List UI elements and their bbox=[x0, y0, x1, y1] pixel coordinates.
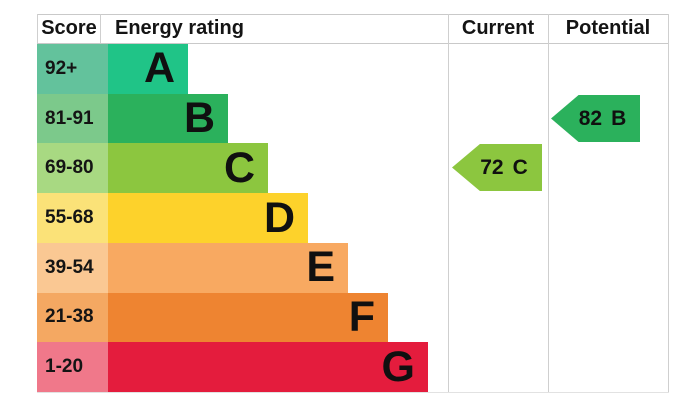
current-score-value: 72 bbox=[480, 155, 504, 179]
score-column-header: Score bbox=[41, 17, 97, 39]
band-letter-g: G bbox=[381, 342, 415, 391]
band-row-a: 92+ A bbox=[37, 44, 637, 94]
band-bar-d: D bbox=[108, 193, 308, 243]
score-column-divider bbox=[100, 14, 101, 43]
band-letter-c: C bbox=[223, 143, 255, 192]
band-letter-f: F bbox=[348, 292, 375, 341]
band-bar-f: F bbox=[108, 292, 388, 343]
band-letter-d: D bbox=[263, 193, 295, 242]
band-letter-b: B bbox=[183, 94, 215, 143]
score-range-g: 1-20 bbox=[37, 342, 108, 393]
current-column-divider bbox=[448, 14, 449, 392]
band-rows: 92+ A 81-91 B 69-80 C 55-68 D 39-54 bbox=[37, 44, 637, 393]
band-bar-a: A bbox=[108, 44, 188, 94]
score-range-b: 81-91 bbox=[37, 93, 108, 144]
current-column-header: Current bbox=[461, 17, 535, 39]
band-bar-g: G bbox=[108, 342, 428, 393]
band-letter-a: A bbox=[143, 44, 175, 93]
energy-rating-column-header: Energy rating bbox=[115, 17, 244, 39]
band-row-e: 39-54 E bbox=[37, 242, 637, 293]
band-row-c: 69-80 C bbox=[37, 143, 637, 194]
potential-column-divider bbox=[548, 14, 549, 392]
potential-score-value: 82 bbox=[578, 106, 603, 130]
score-range-c: 69-80 bbox=[37, 143, 108, 194]
score-range-f: 21-38 bbox=[37, 292, 108, 343]
score-range-e: 39-54 bbox=[37, 242, 108, 293]
header-bottom-border bbox=[37, 43, 669, 44]
band-row-d: 55-68 D bbox=[37, 193, 637, 243]
chart-bottom-border bbox=[37, 392, 669, 393]
chart-right-border bbox=[668, 14, 669, 392]
header-left-border bbox=[37, 14, 38, 43]
band-bar-b: B bbox=[108, 93, 228, 144]
band-bar-e: E bbox=[108, 242, 348, 293]
score-range-d: 55-68 bbox=[37, 193, 108, 243]
score-range-a: 92+ bbox=[37, 44, 108, 94]
potential-rating-letter: B bbox=[611, 106, 627, 130]
current-rating-letter: C bbox=[512, 155, 528, 179]
band-bar-c: C bbox=[108, 143, 268, 194]
band-row-g: 1-20 G bbox=[37, 342, 637, 393]
band-letter-e: E bbox=[306, 243, 335, 292]
band-row-b: 81-91 B bbox=[37, 93, 637, 144]
band-row-f: 21-38 F bbox=[37, 292, 637, 343]
chart-top-border bbox=[37, 14, 669, 15]
potential-column-header: Potential bbox=[565, 17, 651, 39]
